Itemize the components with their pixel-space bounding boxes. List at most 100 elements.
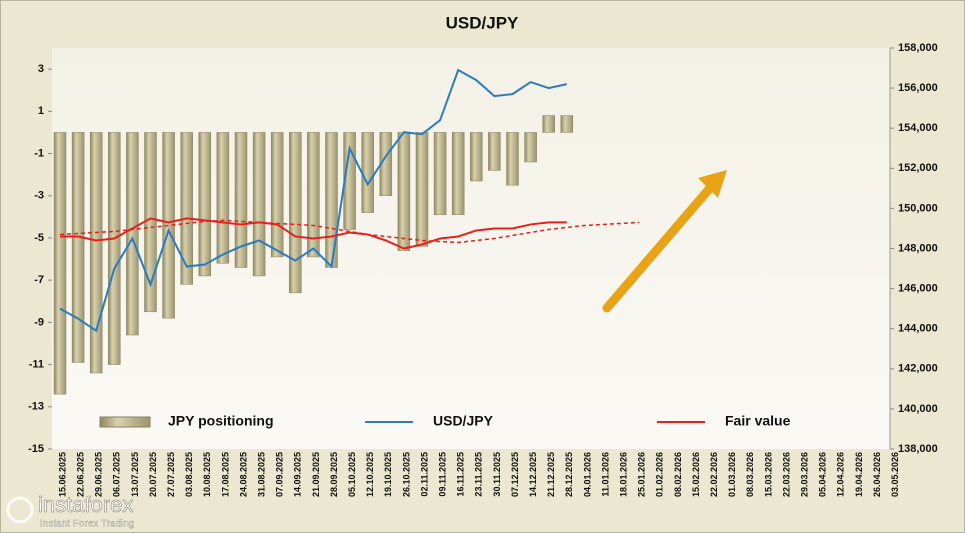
y2-tick-label: 154,000 (898, 122, 938, 134)
x-tick-label: 02.11.2025 (419, 452, 429, 497)
bar (524, 132, 537, 163)
bar (470, 132, 483, 182)
y-tick-label: -15 (28, 443, 44, 455)
y-tick-label: -1 (34, 147, 44, 159)
y-tick-label: -5 (34, 232, 44, 244)
y2-tick-label: 140,000 (898, 403, 938, 415)
x-tick-label: 05.04.2026 (818, 452, 828, 497)
legend-label: JPY positioning (168, 413, 274, 429)
y2-tick-label: 150,000 (898, 202, 938, 214)
bar (451, 132, 465, 215)
y-tick-label: -11 (29, 358, 44, 370)
line (59, 68, 568, 333)
x-tick-label: 12.10.2025 (365, 452, 375, 497)
bar (433, 132, 447, 215)
x-tick-label: 15.06.2025 (57, 452, 67, 497)
watermark: instaforex Instant Forex Trading (6, 492, 135, 530)
y-tick-label: 3 (38, 63, 44, 75)
bar (488, 132, 501, 171)
x-tick-label: 18.01.2026 (618, 452, 628, 497)
x-tick-label: 24.08.2025 (238, 452, 248, 497)
x-tick-label: 22.06.2025 (75, 452, 85, 497)
bar (126, 132, 139, 336)
x-tick-label: 08.03.2026 (745, 452, 755, 497)
bar (216, 132, 230, 264)
y2-tick-label: 142,000 (898, 363, 938, 375)
x-tick-label: 23.11.2025 (474, 452, 484, 497)
x-tick-label: 01.02.2026 (655, 452, 665, 497)
x-tick-label: 30.11.2025 (492, 452, 502, 497)
legend-swatch (99, 416, 151, 428)
y-tick-label: -13 (28, 401, 44, 413)
bar (71, 132, 85, 363)
x-tick-label: 08.02.2026 (673, 452, 683, 497)
x-tick-label: 16.11.2025 (456, 452, 466, 497)
x-tick-label: 11.01.2026 (600, 452, 610, 497)
trend-line (59, 219, 640, 244)
legend-label: Fair value (725, 413, 791, 429)
x-tick-label: 21.12.2025 (546, 452, 556, 497)
x-tick-label: 26.04.2026 (872, 452, 882, 497)
logo-icon (6, 496, 34, 524)
y-tick-label: -3 (34, 190, 44, 202)
x-tick-label: 28.09.2025 (329, 452, 339, 497)
y2-tick-label: 146,000 (898, 283, 938, 295)
bar (325, 132, 338, 268)
chart-title: USD/JPY (446, 13, 519, 32)
arrow (602, 183, 715, 313)
watermark-tagline: Instant Forex Trading (40, 519, 135, 530)
bar (180, 132, 193, 285)
bar (108, 132, 121, 365)
x-tick-label: 31.08.2025 (256, 452, 266, 497)
x-tick-label: 14.12.2025 (528, 452, 538, 497)
x-tick-label: 03.08.2025 (184, 452, 194, 497)
x-tick-label: 09.11.2025 (437, 452, 447, 497)
y-tick-label: -7 (34, 274, 44, 286)
bar (234, 132, 248, 268)
y2-tick-label: 152,000 (898, 162, 938, 174)
y-tick-label: 1 (38, 105, 44, 117)
bar (506, 132, 519, 186)
bar (361, 132, 374, 213)
y2-tick-label: 138,000 (898, 443, 938, 455)
x-tick-label: 06.07.2025 (112, 452, 122, 497)
x-tick-label: 20.07.2025 (148, 452, 158, 497)
x-tick-label: 17.08.2025 (220, 452, 230, 497)
x-tick-label: 15.02.2026 (691, 452, 701, 497)
watermark-brand: instaforex (38, 492, 133, 517)
y2-tick-label: 148,000 (898, 242, 938, 254)
y2-tick-label: 158,000 (898, 42, 938, 54)
bar (542, 115, 555, 133)
x-tick-label: 03.05.2026 (890, 452, 900, 497)
arrow-head (698, 170, 727, 198)
x-tick-label: 19.10.2025 (383, 452, 393, 497)
legend-label: USD/JPY (433, 413, 494, 429)
y2-tick-label: 144,000 (898, 323, 938, 335)
x-tick-label: 27.07.2025 (166, 452, 176, 497)
y2-tick-label: 156,000 (898, 82, 938, 94)
x-tick-label: 12.04.2026 (836, 452, 846, 497)
bar (415, 132, 429, 247)
x-tick-label: 22.03.2026 (781, 452, 791, 497)
x-tick-label: 21.09.2025 (311, 452, 321, 497)
line (60, 217, 567, 250)
bar (289, 132, 302, 294)
x-tick-label: 05.10.2025 (347, 452, 357, 497)
bar (397, 132, 411, 251)
bar (307, 132, 320, 258)
bar (252, 132, 266, 277)
x-tick-label: 14.09.2025 (293, 452, 303, 497)
x-tick-label: 29.03.2026 (799, 452, 809, 497)
x-tick-label: 07.09.2025 (275, 452, 285, 497)
bar (198, 132, 212, 277)
x-tick-label: 26.10.2025 (401, 452, 411, 497)
x-tick-label: 22.02.2026 (709, 452, 719, 497)
y-tick-label: -9 (34, 316, 44, 328)
x-tick-label: 19.04.2026 (854, 452, 864, 497)
x-tick-label: 10.08.2025 (202, 452, 212, 497)
bar (53, 132, 67, 395)
x-tick-label: 25.01.2026 (637, 452, 647, 497)
bar (560, 115, 574, 133)
x-tick-label: 01.03.2026 (727, 452, 737, 497)
